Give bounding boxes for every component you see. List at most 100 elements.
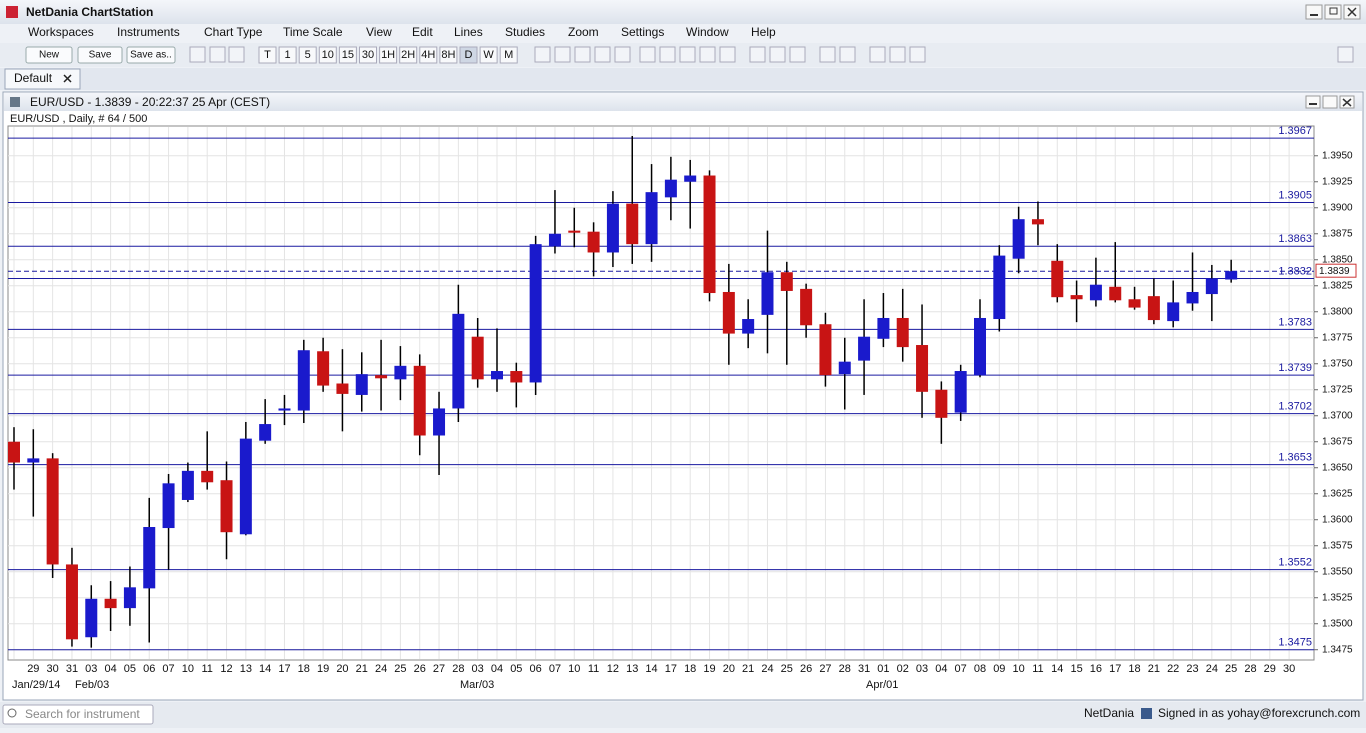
x-tick-label: 18 — [684, 663, 696, 675]
candle-body — [935, 389, 948, 418]
icon-button[interactable] — [839, 46, 856, 63]
level-label: 1.3552 — [1278, 557, 1312, 569]
candle-body — [858, 336, 871, 361]
search-icon — [7, 708, 17, 718]
x-tick-label: 29 — [1264, 663, 1276, 675]
y-tick-label: 1.3700 — [1322, 410, 1353, 421]
icon-button[interactable] — [639, 46, 656, 63]
timeframe-button[interactable] — [459, 46, 478, 64]
icon-button[interactable] — [699, 46, 716, 63]
timeframe-button[interactable] — [419, 46, 438, 64]
candle-body — [452, 313, 465, 409]
icon-button[interactable] — [789, 46, 806, 63]
timeframe-button[interactable] — [399, 46, 418, 64]
minimize-button[interactable] — [1305, 4, 1323, 20]
menu-item[interactable]: Zoom — [568, 25, 599, 39]
timeframe-button[interactable] — [439, 46, 458, 64]
timeframe-label: 1 — [285, 49, 291, 61]
search-box[interactable] — [2, 704, 154, 725]
x-tick-label: 10 — [568, 663, 580, 675]
tab[interactable] — [4, 68, 81, 90]
x-tick-label: 01 — [877, 663, 889, 675]
toolbar-button[interactable] — [126, 46, 176, 64]
menu-item[interactable]: Edit — [412, 25, 433, 39]
menu-item[interactable]: Workspaces — [28, 25, 94, 39]
icon-button[interactable] — [209, 46, 226, 63]
menu-item[interactable]: Help — [751, 25, 776, 39]
icon-button[interactable] — [869, 46, 886, 63]
status-bar — [0, 702, 1366, 728]
x-tick-label: 13 — [626, 663, 638, 675]
toolbar-button[interactable] — [25, 46, 73, 64]
candle-body — [1225, 271, 1238, 280]
icon-button[interactable] — [594, 46, 611, 63]
menu-item[interactable]: Instruments — [117, 25, 180, 39]
x-tick-label: 13 — [240, 663, 252, 675]
menu-item[interactable]: Studies — [505, 25, 545, 39]
candle-body — [8, 441, 20, 463]
timeframe-button[interactable] — [359, 46, 377, 64]
icon-button[interactable] — [749, 46, 766, 63]
x-tick-label: 28 — [1244, 663, 1256, 675]
candle-body — [1012, 219, 1025, 259]
timeframe-button[interactable] — [298, 46, 317, 64]
x-tick-label: 28 — [452, 663, 464, 675]
tab-close[interactable] — [63, 74, 72, 83]
minimize-button[interactable] — [1305, 95, 1321, 109]
maximize-button[interactable] — [1322, 95, 1338, 109]
x-tick-label: 27 — [819, 663, 831, 675]
candle-body — [664, 179, 677, 198]
icon-button[interactable] — [719, 46, 736, 63]
x-tick-label: 28 — [839, 663, 851, 675]
timeframe-button[interactable] — [258, 46, 277, 64]
menu-item[interactable]: Settings — [621, 25, 664, 39]
icon-button[interactable] — [659, 46, 676, 63]
candle-body — [722, 291, 735, 334]
icon-button[interactable] — [679, 46, 696, 63]
icon-button[interactable] — [1337, 46, 1354, 63]
x-tick-label: 21 — [742, 663, 754, 675]
icon-button[interactable] — [889, 46, 906, 63]
level-label: 1.3783 — [1278, 316, 1312, 328]
timeframe-button[interactable] — [318, 46, 337, 64]
icon-button[interactable] — [769, 46, 786, 63]
icon-button[interactable] — [614, 46, 631, 63]
icon-button[interactable] — [534, 46, 551, 63]
x-tick-label: 18 — [298, 663, 310, 675]
timeframe-button[interactable] — [379, 46, 398, 64]
icon-button[interactable] — [574, 46, 591, 63]
menu-item[interactable]: View — [366, 25, 392, 39]
status-icon — [1141, 708, 1152, 719]
current-price-box — [1315, 263, 1357, 278]
toolbar-button[interactable] — [77, 46, 123, 64]
icon-button[interactable] — [554, 46, 571, 63]
icon-button[interactable] — [189, 46, 206, 63]
level-label: 1.3739 — [1278, 362, 1312, 374]
timeframe-button[interactable] — [278, 46, 297, 64]
menu-item[interactable]: Chart Type — [204, 25, 263, 39]
icon-button[interactable] — [819, 46, 836, 63]
maximize-button[interactable] — [1324, 4, 1342, 20]
timeframe-label: W — [483, 49, 494, 61]
menu-item[interactable]: Window — [686, 25, 729, 39]
level-label: 1.3967 — [1278, 125, 1312, 137]
brand: NetDania — [1084, 706, 1134, 720]
x-tick-label: 04 — [104, 663, 116, 675]
candle-body — [587, 231, 600, 253]
x-tick-label: 25 — [394, 663, 406, 675]
candle-body — [123, 587, 136, 609]
candle-body — [742, 319, 755, 334]
timeframe-button[interactable] — [499, 46, 518, 64]
candle-body — [684, 175, 697, 182]
menu-item[interactable]: Lines — [454, 25, 483, 39]
search-placeholder: Search for instrument — [25, 707, 140, 721]
icon-button[interactable] — [228, 46, 245, 63]
candle-body — [181, 470, 194, 500]
x-tick-label: 29 — [27, 663, 39, 675]
timeframe-button[interactable] — [338, 46, 357, 64]
timeframe-button[interactable] — [479, 46, 498, 64]
icon-button[interactable] — [909, 46, 926, 63]
menu-item[interactable]: Time Scale — [283, 25, 343, 39]
